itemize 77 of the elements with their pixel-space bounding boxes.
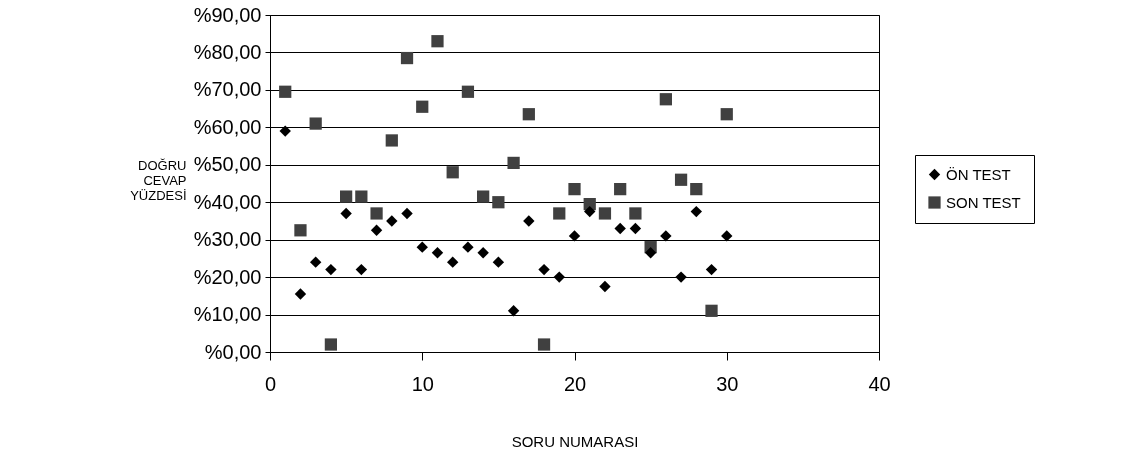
point — [477, 247, 489, 259]
point — [523, 215, 535, 227]
point — [568, 230, 581, 242]
point — [492, 256, 505, 268]
point — [629, 222, 642, 235]
legend-label: ÖN TEST — [946, 165, 1011, 183]
point — [446, 166, 459, 179]
point — [690, 182, 703, 196]
point — [325, 263, 337, 276]
y-tick-label: %50,00 — [193, 153, 262, 176]
point — [447, 256, 459, 268]
point — [614, 182, 627, 196]
x-tick-label: 20 — [563, 372, 587, 395]
point — [507, 305, 520, 317]
x-axis-title: SORU NUMARASI — [511, 432, 639, 450]
point — [598, 207, 612, 220]
point — [416, 100, 429, 113]
point — [386, 215, 398, 227]
point — [584, 205, 596, 218]
point — [659, 93, 672, 106]
y-tick-label: %10,00 — [193, 303, 262, 326]
point — [416, 241, 428, 253]
point — [721, 230, 733, 242]
y-tick-label: %80,00 — [193, 40, 262, 63]
point — [537, 338, 551, 351]
point — [294, 224, 307, 237]
x-tick-label: 0 — [264, 372, 277, 395]
point — [492, 196, 505, 209]
legend-label: SON TEST — [946, 193, 1021, 211]
point — [355, 190, 368, 203]
point — [461, 85, 475, 98]
point — [355, 263, 368, 276]
point — [309, 256, 322, 268]
point — [401, 207, 413, 220]
y-tick-label: %30,00 — [193, 228, 262, 251]
y-tick-label: %20,00 — [193, 265, 262, 288]
y-tick-label: %70,00 — [193, 78, 262, 101]
point — [629, 207, 642, 220]
point — [538, 263, 550, 276]
y-tick-label: %60,00 — [193, 115, 262, 138]
point — [279, 125, 291, 137]
point — [507, 156, 520, 170]
point — [340, 190, 353, 203]
point — [553, 207, 566, 220]
y-tick-label: %90,00 — [193, 3, 262, 26]
point — [644, 247, 657, 259]
point — [675, 271, 687, 283]
point — [370, 207, 383, 220]
point — [309, 117, 322, 130]
point — [720, 108, 733, 121]
point — [705, 304, 718, 317]
point — [400, 51, 414, 65]
point — [431, 247, 444, 259]
point — [614, 222, 626, 235]
point — [279, 85, 292, 98]
point — [690, 205, 702, 218]
point — [674, 173, 688, 186]
point — [340, 207, 352, 220]
x-tick-label: 30 — [716, 372, 739, 395]
x-tick-label: 10 — [411, 372, 434, 395]
point — [660, 230, 672, 242]
point — [522, 108, 535, 121]
y-tick-label: %0,00 — [204, 340, 262, 363]
point — [705, 263, 718, 276]
point — [462, 241, 474, 253]
point — [324, 338, 338, 351]
point — [431, 35, 444, 48]
y-axis-title: DOĞRU CEVAP YÜZDESİ — [130, 157, 187, 203]
point — [385, 134, 398, 147]
point — [294, 288, 307, 300]
y-tick-label: %40,00 — [193, 190, 262, 213]
x-tick-label: 40 — [868, 372, 891, 395]
point — [568, 182, 581, 196]
point — [370, 224, 383, 237]
point — [553, 271, 565, 283]
point — [477, 190, 490, 203]
point — [599, 280, 611, 293]
